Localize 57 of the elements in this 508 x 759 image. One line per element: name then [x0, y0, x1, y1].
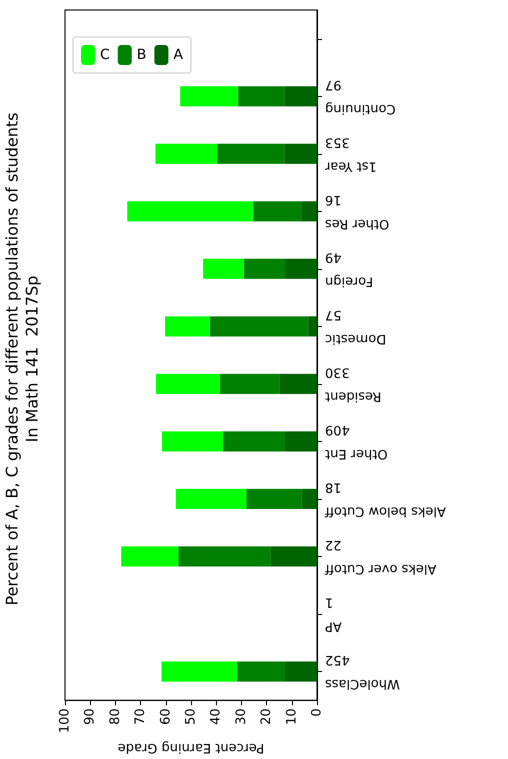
x-tick-label: 100 [58, 708, 72, 734]
x-tick-label: 20 [259, 708, 274, 725]
x-tick-label: 30 [234, 708, 249, 725]
x-tick-label: 60 [158, 708, 174, 725]
y-tick-label: Other Ent 409 [325, 422, 388, 461]
bar [237, 661, 285, 682]
bar [244, 258, 286, 279]
y-tick-label: 1st Year 353 [324, 134, 377, 174]
bar [270, 546, 317, 567]
bar [284, 144, 317, 164]
bar [284, 661, 317, 682]
y-tick-label: Aleks below Cutoff 18 [324, 479, 446, 518]
bar [220, 374, 280, 394]
bar [127, 201, 254, 222]
y-tick-label: Resident 330 [325, 364, 382, 404]
bar [301, 201, 317, 222]
bar [217, 144, 284, 164]
y-tick-label: Continuing 97 [325, 76, 396, 116]
bar [203, 258, 244, 279]
y-tick-label: Domestic 57 [325, 306, 386, 346]
legend-label: A [173, 47, 184, 63]
x-axis-title: Percent Earning Grade [118, 740, 264, 755]
bar [238, 86, 284, 106]
bar [302, 488, 317, 510]
x-tick-label: 90 [82, 708, 98, 725]
bar [178, 546, 270, 567]
bar [284, 86, 317, 106]
bar [162, 431, 224, 452]
bar [156, 374, 220, 394]
bar [121, 546, 178, 567]
bar [286, 258, 317, 279]
x-tick-label: 80 [108, 708, 123, 725]
bar [155, 144, 218, 164]
bar [165, 316, 210, 336]
legend-label: C [100, 47, 110, 63]
bar [180, 86, 238, 106]
text: Percent of A, B, C grades for different populations of students In Math 141 2017Sp [2, 112, 42, 606]
bar [253, 201, 302, 222]
bar [284, 431, 317, 452]
y-tick-label: Aleks over Cutoff 22 [324, 536, 436, 576]
bar [210, 316, 308, 336]
legend-label: B [136, 47, 146, 63]
y-tick-label: WholeClass 452 [324, 652, 400, 692]
bar [223, 431, 285, 452]
bar [162, 661, 238, 682]
bar [246, 488, 302, 510]
y-tick-label: Other Res 16 [324, 192, 390, 231]
bar [176, 488, 246, 510]
y-tick-label: Foreign 49 [325, 249, 374, 288]
x-tick-label: 70 [133, 708, 148, 725]
bar [308, 316, 317, 336]
bar [279, 374, 317, 394]
x-tick-label: 0 [310, 708, 324, 717]
x-tick-label: 40 [208, 708, 224, 725]
x-tick-label: 50 [184, 708, 198, 725]
y-tick-label: AP 1 [324, 594, 342, 634]
x-tick-label: 10 [284, 708, 300, 725]
